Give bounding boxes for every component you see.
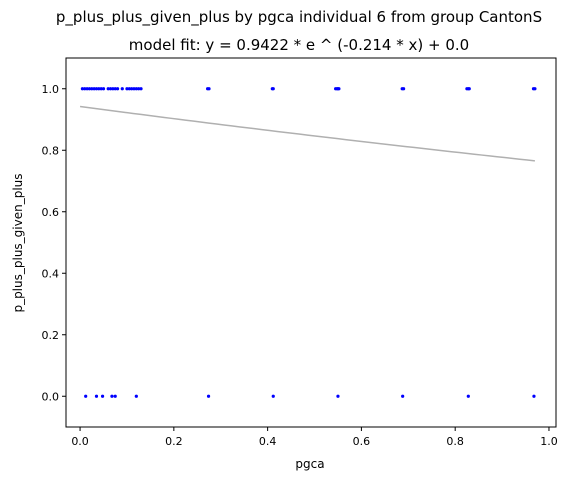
data-point bbox=[110, 394, 114, 398]
data-point bbox=[132, 87, 136, 91]
data-point bbox=[271, 87, 275, 91]
y-tick-label: 0.6 bbox=[42, 206, 60, 219]
y-tick-label: 0.4 bbox=[42, 267, 60, 280]
data-point bbox=[206, 394, 211, 398]
data-point bbox=[120, 87, 124, 91]
data-point bbox=[99, 87, 103, 91]
x-tick-label: 0.4 bbox=[259, 435, 277, 448]
y-axis-label: p_plus_plus_given_plus bbox=[11, 173, 25, 312]
data-point bbox=[271, 394, 275, 398]
data-point bbox=[134, 87, 138, 91]
data-point bbox=[337, 87, 341, 91]
data-point bbox=[532, 394, 536, 398]
data-point bbox=[130, 87, 134, 91]
data-point bbox=[97, 87, 101, 91]
data-point bbox=[336, 394, 340, 398]
data-point bbox=[100, 394, 105, 398]
plot-area-frame bbox=[65, 57, 557, 428]
x-tick-label: 0.6 bbox=[353, 435, 371, 448]
x-tick-label: 0.8 bbox=[446, 435, 464, 448]
fit-line-layer bbox=[79, 105, 535, 162]
x-axis-label: pgca bbox=[295, 457, 324, 471]
data-point bbox=[113, 87, 117, 91]
data-point bbox=[113, 394, 117, 398]
x-tick-label: 1.0 bbox=[540, 435, 558, 448]
chart-title: p_plus_plus_given_plus by pgca individua… bbox=[56, 8, 542, 27]
data-point bbox=[466, 394, 470, 398]
data-point bbox=[83, 87, 87, 91]
data-point bbox=[106, 87, 110, 91]
points-layer bbox=[80, 87, 537, 398]
chart-subtitle: model fit: y = 0.9422 * e ^ (-0.214 * x)… bbox=[129, 36, 469, 54]
data-point bbox=[80, 87, 85, 91]
data-point bbox=[467, 87, 471, 91]
y-axis-ticks: 0.0 0.2 0.4 0.6 0.8 1.0 bbox=[42, 83, 66, 403]
data-point bbox=[139, 87, 143, 91]
data-point bbox=[115, 87, 120, 91]
data-point bbox=[207, 87, 211, 91]
data-point bbox=[85, 87, 89, 91]
y-tick-label: 0.2 bbox=[42, 329, 60, 342]
data-point bbox=[94, 87, 99, 91]
data-point bbox=[101, 87, 106, 91]
data-point bbox=[84, 394, 88, 398]
data-point bbox=[125, 87, 129, 91]
data-point bbox=[92, 87, 96, 91]
data-point bbox=[137, 87, 141, 91]
y-tick-label: 1.0 bbox=[42, 83, 60, 96]
data-point bbox=[87, 87, 92, 91]
data-point bbox=[94, 394, 99, 398]
data-point bbox=[111, 87, 115, 91]
data-point bbox=[533, 87, 537, 91]
data-point bbox=[401, 394, 405, 398]
data-point bbox=[108, 87, 113, 91]
data-point bbox=[134, 394, 138, 398]
data-point bbox=[90, 87, 94, 91]
data-point bbox=[127, 87, 131, 91]
fit-line bbox=[79, 105, 535, 162]
data-point bbox=[402, 87, 406, 91]
x-tick-label: 0.2 bbox=[165, 435, 183, 448]
x-axis-ticks: 0.0 0.2 0.4 0.6 0.8 1.0 bbox=[71, 427, 558, 448]
y-tick-label: 0.8 bbox=[42, 144, 60, 157]
y-tick-label: 0.0 bbox=[42, 390, 60, 403]
x-tick-label: 0.0 bbox=[71, 435, 89, 448]
